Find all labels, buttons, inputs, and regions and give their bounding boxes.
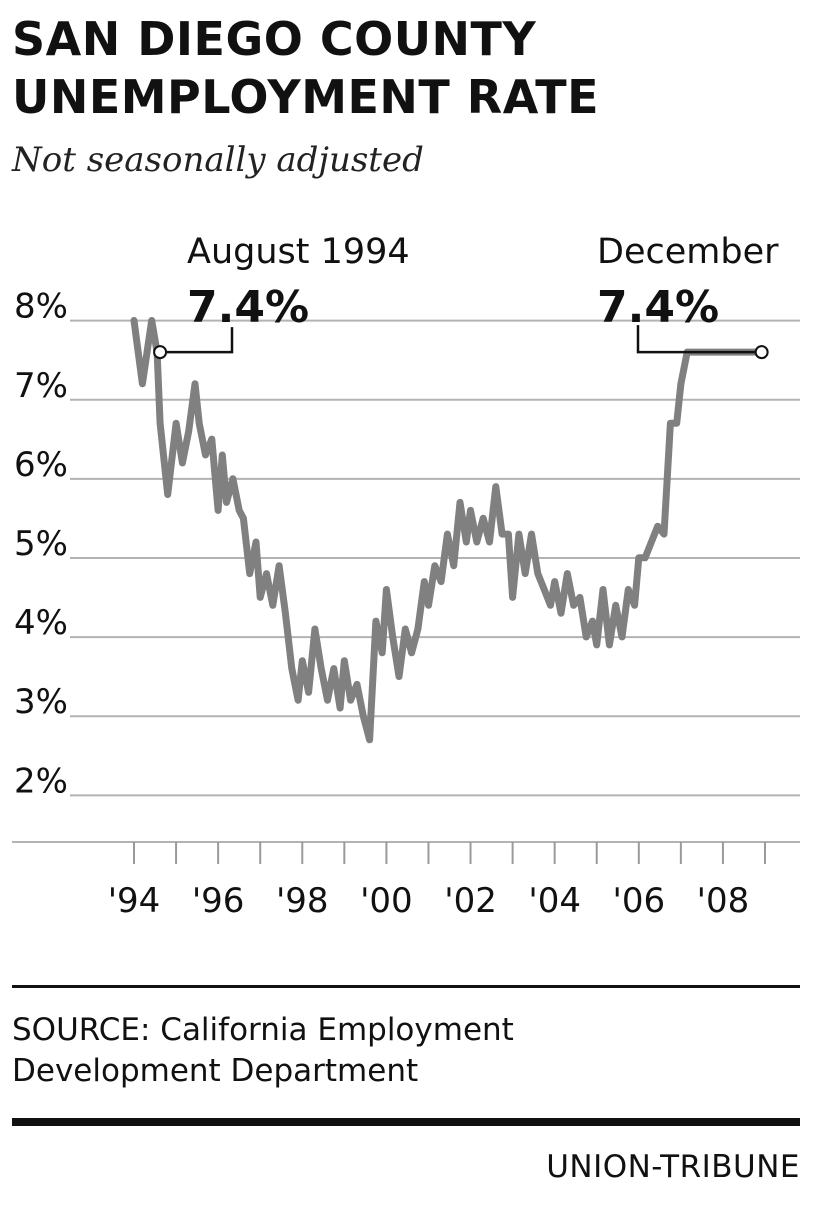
y-tick-label: 6% — [14, 445, 68, 485]
chart-title-line-2: UNEMPLOYMENT RATE — [12, 70, 600, 124]
y-tick-label: 7% — [14, 366, 68, 406]
marker-december — [754, 345, 769, 360]
y-tick-label: 5% — [14, 524, 68, 564]
chart-title-line-1: SAN DIEGO COUNTY — [12, 12, 537, 66]
chart-subtitle: Not seasonally adjusted — [12, 140, 424, 180]
x-tick-label: '96 — [192, 881, 245, 921]
callout-label-august-1994: August 1994 — [187, 232, 410, 272]
chart-title: SAN DIEGO COUNTY UNEMPLOYMENT RATE — [12, 10, 599, 126]
publisher-credit: UNION-TRIBUNE — [546, 1149, 800, 1185]
callout-leader-december — [636, 325, 762, 354]
source-line-2: Development Department — [12, 1053, 419, 1089]
x-tick-label: '02 — [444, 881, 497, 921]
x-tick-label: '98 — [276, 881, 329, 921]
x-tick-label: '06 — [612, 881, 665, 921]
y-tick-label: 8% — [14, 287, 68, 327]
callout-value-august-1994: 7.4% — [187, 282, 309, 333]
x-tick-label: '00 — [360, 881, 413, 921]
x-tick-label: '08 — [697, 881, 750, 921]
x-tick-label: '04 — [528, 881, 581, 921]
source-divider — [12, 985, 800, 988]
callout-value-december: 7.4% — [597, 282, 719, 333]
callout-label-december: December — [597, 232, 779, 272]
callout-leader-august-1994 — [160, 327, 234, 354]
source-note: SOURCE: California Employment Developmen… — [12, 1010, 514, 1092]
y-tick-label: 2% — [14, 761, 68, 801]
x-tick-label: '94 — [108, 881, 161, 921]
footer-divider — [12, 1118, 800, 1126]
y-tick-label: 3% — [14, 682, 68, 722]
source-line-1: SOURCE: California Employment — [12, 1012, 514, 1048]
y-tick-label: 4% — [14, 603, 68, 643]
marker-august-1994 — [153, 345, 168, 360]
series-line-0 — [130, 317, 766, 744]
unemployment-line-chart: 2% 3% 4% 5% 6% 7% 8% '94 '96 '98 '00 '02 '04 '06 '08 Au… — [12, 232, 800, 921]
